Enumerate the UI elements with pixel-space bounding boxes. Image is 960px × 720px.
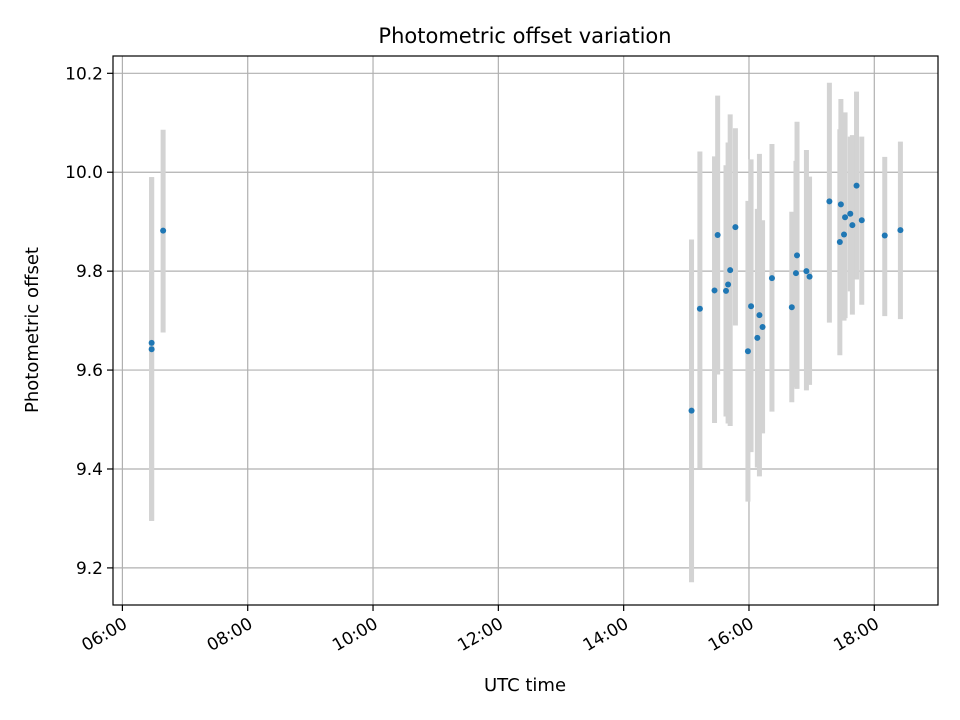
y-tick-label: 10.0 (65, 163, 103, 183)
y-tick-label: 9.8 (76, 262, 103, 282)
data-point (803, 268, 810, 275)
data-points (148, 182, 904, 414)
data-point (727, 267, 734, 274)
data-point (725, 281, 732, 288)
x-axis-label: UTC time (484, 675, 566, 696)
y-tick-label: 9.6 (76, 361, 103, 381)
data-point (759, 324, 766, 331)
data-point (732, 224, 739, 231)
data-point (826, 198, 833, 205)
data-point (160, 227, 167, 234)
data-point (788, 304, 795, 311)
data-point (714, 232, 721, 239)
data-point (754, 334, 761, 341)
data-point (744, 348, 751, 355)
data-point (842, 214, 849, 221)
data-point (847, 210, 854, 217)
data-point (794, 252, 801, 259)
data-point (792, 270, 799, 277)
data-point (748, 303, 755, 310)
data-point (849, 222, 856, 229)
y-axis-ticks: 9.2 9.4 9.6 9.8 10.0 10.2 (65, 64, 113, 579)
data-point (768, 275, 775, 282)
data-point (853, 182, 860, 189)
data-point (723, 287, 730, 294)
data-point (836, 238, 843, 245)
data-point (881, 232, 888, 239)
chart-title: Photometric offset variation (378, 24, 671, 48)
y-axis-label: Photometric offset (22, 247, 43, 413)
data-point (858, 217, 865, 224)
y-tick-label: 10.2 (65, 64, 103, 84)
data-point (711, 287, 718, 294)
data-point (897, 227, 904, 234)
data-point (756, 312, 763, 319)
data-point (696, 305, 703, 312)
data-point (806, 273, 813, 280)
data-point (148, 339, 155, 346)
y-tick-label: 9.2 (76, 559, 103, 579)
data-point (837, 201, 844, 208)
data-point (688, 407, 695, 414)
y-tick-label: 9.4 (76, 460, 103, 480)
plot-frame (112, 55, 939, 606)
data-point (148, 346, 155, 353)
data-point (841, 231, 848, 238)
